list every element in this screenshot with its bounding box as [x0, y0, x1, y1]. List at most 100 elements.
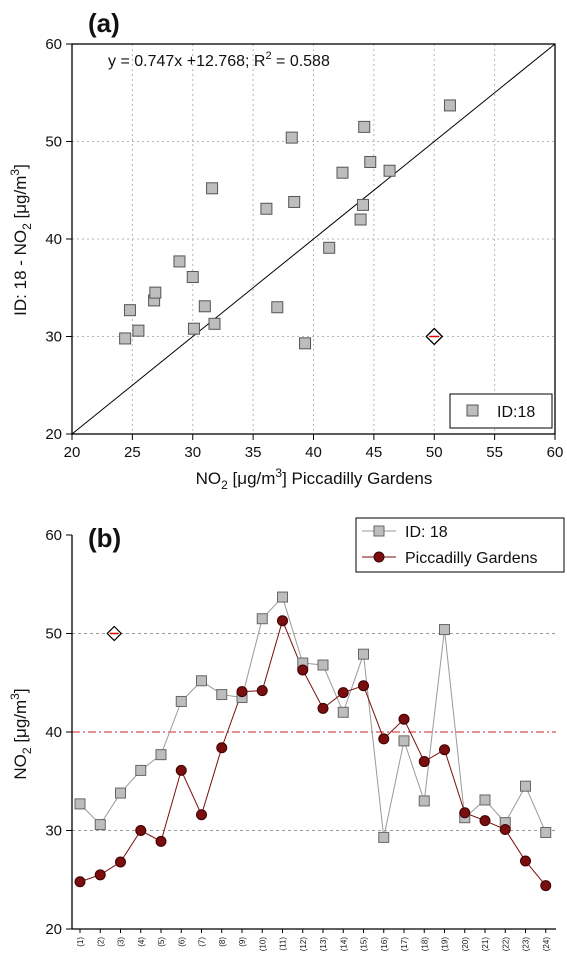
x-tick-label-b: (12): [299, 937, 308, 952]
point-piccadilly: [115, 856, 126, 868]
point-id18: [256, 613, 268, 625]
point-id18: [94, 819, 106, 831]
point-piccadilly: [74, 876, 86, 888]
point-id18: [439, 624, 450, 636]
y-tick-label-b: 20: [45, 921, 62, 938]
panel-b-label: (b): [88, 523, 121, 553]
x-tick-label-b: (22): [501, 937, 510, 952]
point-piccadilly: [337, 687, 349, 699]
point-piccadilly: [277, 615, 288, 627]
x-tick-label-b: (4): [137, 937, 146, 947]
legend-label-piccadilly: Piccadilly Gardens: [405, 550, 538, 567]
point-id18: [540, 826, 552, 838]
x-axis-title-a: NO2 [μg/m3] Piccadilly Gardens: [196, 466, 433, 492]
point-id18: [337, 706, 349, 718]
scatter-point: [173, 255, 186, 268]
x-tick-label-b: (8): [218, 937, 227, 947]
point-piccadilly: [358, 680, 369, 692]
x-tick-label-b: (20): [461, 937, 470, 952]
x-tick-label-b: (19): [441, 937, 450, 952]
scatter-point: [271, 301, 284, 314]
axes-b: 20 30 40 50 60 (1) (2) (3) (4) (5) (6) (7) (8) (9) (10…: [45, 527, 556, 951]
x-tick-label-b: (16): [380, 937, 389, 952]
point-piccadilly: [175, 764, 187, 776]
x-tick-label-b: (14): [339, 937, 348, 952]
scatter-point: [288, 195, 301, 208]
x-tick-label-b: (17): [400, 937, 409, 952]
legend-marker-id18-b: [373, 525, 385, 537]
y-axis-title-a: ID: 18 - NO2 [μg/m3]: [8, 164, 34, 316]
y-tick-label: 60: [45, 36, 62, 53]
point-id18: [74, 798, 86, 810]
point-id18: [418, 795, 430, 807]
point-piccadilly: [378, 733, 390, 745]
scatter-point: [443, 99, 456, 112]
x-tick-label: 25: [124, 444, 141, 461]
scatter-point: [186, 271, 199, 284]
y-tick-label-b: 50: [45, 626, 62, 643]
x-tick-label-b: (6): [177, 937, 186, 947]
grid-a: [72, 44, 555, 434]
y-tick-label: 30: [45, 329, 62, 346]
point-piccadilly: [155, 835, 167, 847]
point-piccadilly: [135, 825, 147, 836]
legend-b: ID: 18 Piccadilly Gardens: [355, 517, 565, 573]
point-id18: [135, 764, 147, 776]
point-piccadilly: [540, 880, 552, 892]
point-id18: [358, 648, 369, 660]
scatter-point: [206, 182, 219, 195]
point-piccadilly: [196, 809, 207, 821]
point-id18: [520, 780, 531, 792]
x-tick-label: 30: [184, 444, 201, 461]
point-piccadilly: [459, 807, 471, 819]
scatter-point: [123, 304, 136, 317]
x-tick-label: 60: [547, 444, 564, 461]
x-tick-label-b: (18): [420, 937, 429, 952]
legend-marker-id18: [466, 404, 479, 417]
point-piccadilly: [236, 686, 248, 698]
legend-marker-piccadilly: [373, 551, 385, 563]
y-tick-label: 20: [45, 426, 62, 443]
series-line-piccadilly: [79, 619, 547, 886]
scatter-point: [149, 286, 162, 299]
point-id18: [317, 659, 329, 671]
point-id18: [216, 689, 228, 701]
point-id18: [479, 794, 491, 806]
x-tick-label: 20: [64, 444, 81, 461]
point-piccadilly: [94, 869, 106, 881]
points-a: [119, 99, 456, 350]
x-tick-label-b: (1): [76, 937, 85, 947]
x-tick-label: 55: [486, 444, 503, 461]
scatter-point: [354, 213, 367, 226]
legend-label-id18-b: ID: 18: [405, 524, 448, 541]
y-tick-label: 50: [45, 134, 62, 151]
regression-equation: y = 0.747x +12.768; R2 = 0.588: [108, 50, 330, 70]
point-piccadilly: [297, 664, 309, 676]
point-id18: [378, 831, 390, 843]
ticks-a: 20 25 30 35 40 45 50 55 60 20 30 40 50 60: [45, 36, 563, 461]
point-id18: [277, 591, 288, 603]
x-tick-label-b: (24): [542, 937, 551, 952]
x-tick-label-b: (3): [117, 937, 126, 947]
y-tick-label: 40: [45, 231, 62, 248]
point-id18: [196, 675, 207, 687]
legend-box-b: [355, 517, 565, 573]
scatter-point: [187, 322, 200, 335]
scatter-point: [336, 166, 349, 179]
x-tick-label-b: (15): [360, 937, 369, 952]
scatter-point: [358, 120, 371, 133]
scatter-panel: (a) 20 25 30 35 40 45 50 55 60 20 30 40 50 60 y = 0.7…: [8, 8, 563, 492]
series-b: [74, 591, 552, 892]
x-tick-label-b: (10): [258, 937, 267, 952]
x-tick-label-b: (11): [279, 937, 288, 951]
legend-label-id18: ID:18: [497, 404, 535, 421]
scatter-point: [299, 337, 312, 350]
outlier-a: [425, 327, 444, 346]
scatter-point: [208, 317, 221, 330]
point-piccadilly: [216, 742, 228, 754]
point-piccadilly: [499, 824, 511, 836]
panel-a-label: (a): [88, 8, 120, 38]
point-id18: [155, 749, 167, 761]
point-id18: [398, 735, 410, 747]
